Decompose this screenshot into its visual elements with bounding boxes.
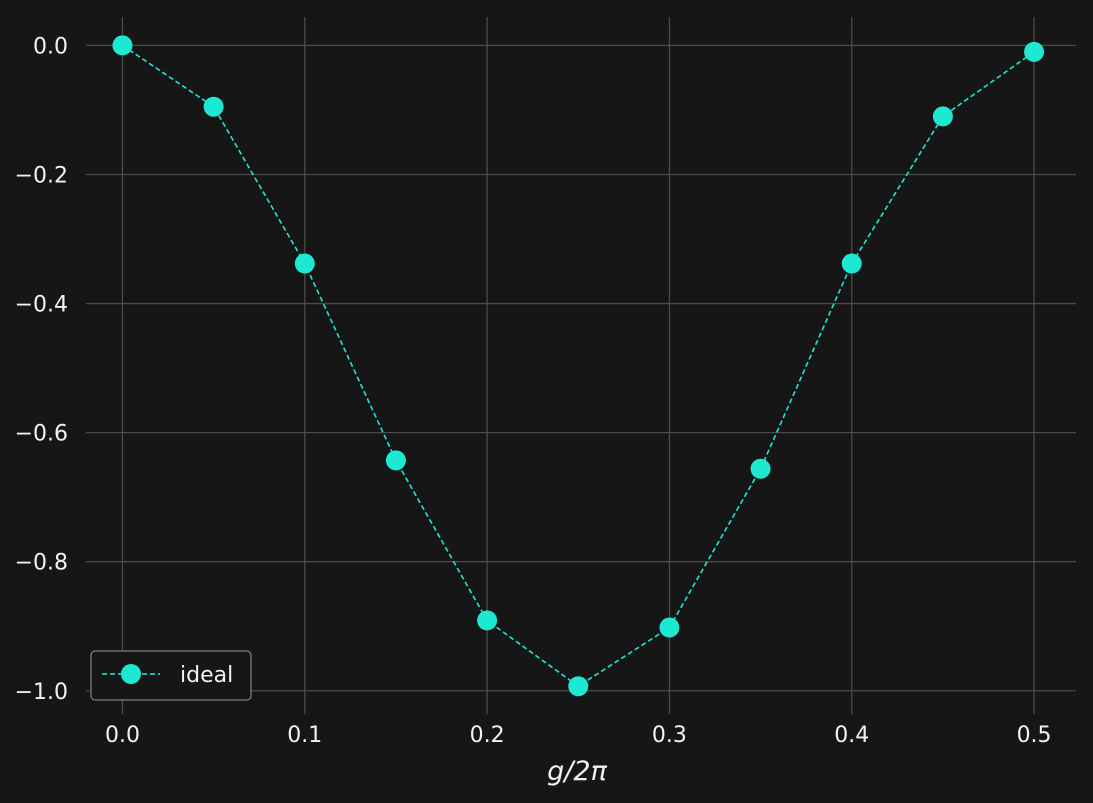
data-point — [385, 450, 406, 471]
x-tick-label: 0.0 — [105, 723, 140, 748]
data-point — [841, 253, 862, 274]
x-tick-label: 0.4 — [834, 723, 869, 748]
x-tick-label: 0.2 — [470, 723, 505, 748]
x-axis-ticks: 0.0 0.1 0.2 0.3 0.4 0.5 — [105, 723, 1052, 748]
data-point — [477, 610, 498, 631]
x-tick-label: 0.3 — [652, 723, 687, 748]
y-tick-label: 0.0 — [33, 34, 68, 59]
data-point — [568, 676, 589, 697]
legend-box — [90, 650, 252, 701]
y-axis-ticks: 0.0 −0.2 −0.4 −0.6 −0.8 −1.0 — [15, 34, 68, 704]
y-tick-label: −0.4 — [15, 293, 68, 318]
x-axis-label: g/2π — [547, 756, 607, 787]
grid — [86, 17, 1076, 714]
y-tick-label: −1.0 — [15, 680, 68, 705]
legend: ideal — [90, 650, 252, 701]
legend-label: ideal — [180, 663, 233, 688]
data-point — [294, 253, 315, 274]
legend-marker — [121, 664, 141, 684]
data-point — [112, 35, 133, 56]
data-point — [750, 458, 771, 479]
data-point — [1024, 41, 1045, 62]
y-tick-label: −0.2 — [15, 163, 68, 188]
series-layer — [112, 35, 1045, 697]
y-tick-label: −0.6 — [15, 422, 68, 447]
data-point — [203, 96, 224, 117]
data-point — [659, 617, 680, 638]
y-tick-label: −0.8 — [15, 551, 68, 576]
x-tick-label: 0.5 — [1017, 723, 1052, 748]
x-tick-label: 0.1 — [287, 723, 322, 748]
data-point — [932, 106, 953, 127]
